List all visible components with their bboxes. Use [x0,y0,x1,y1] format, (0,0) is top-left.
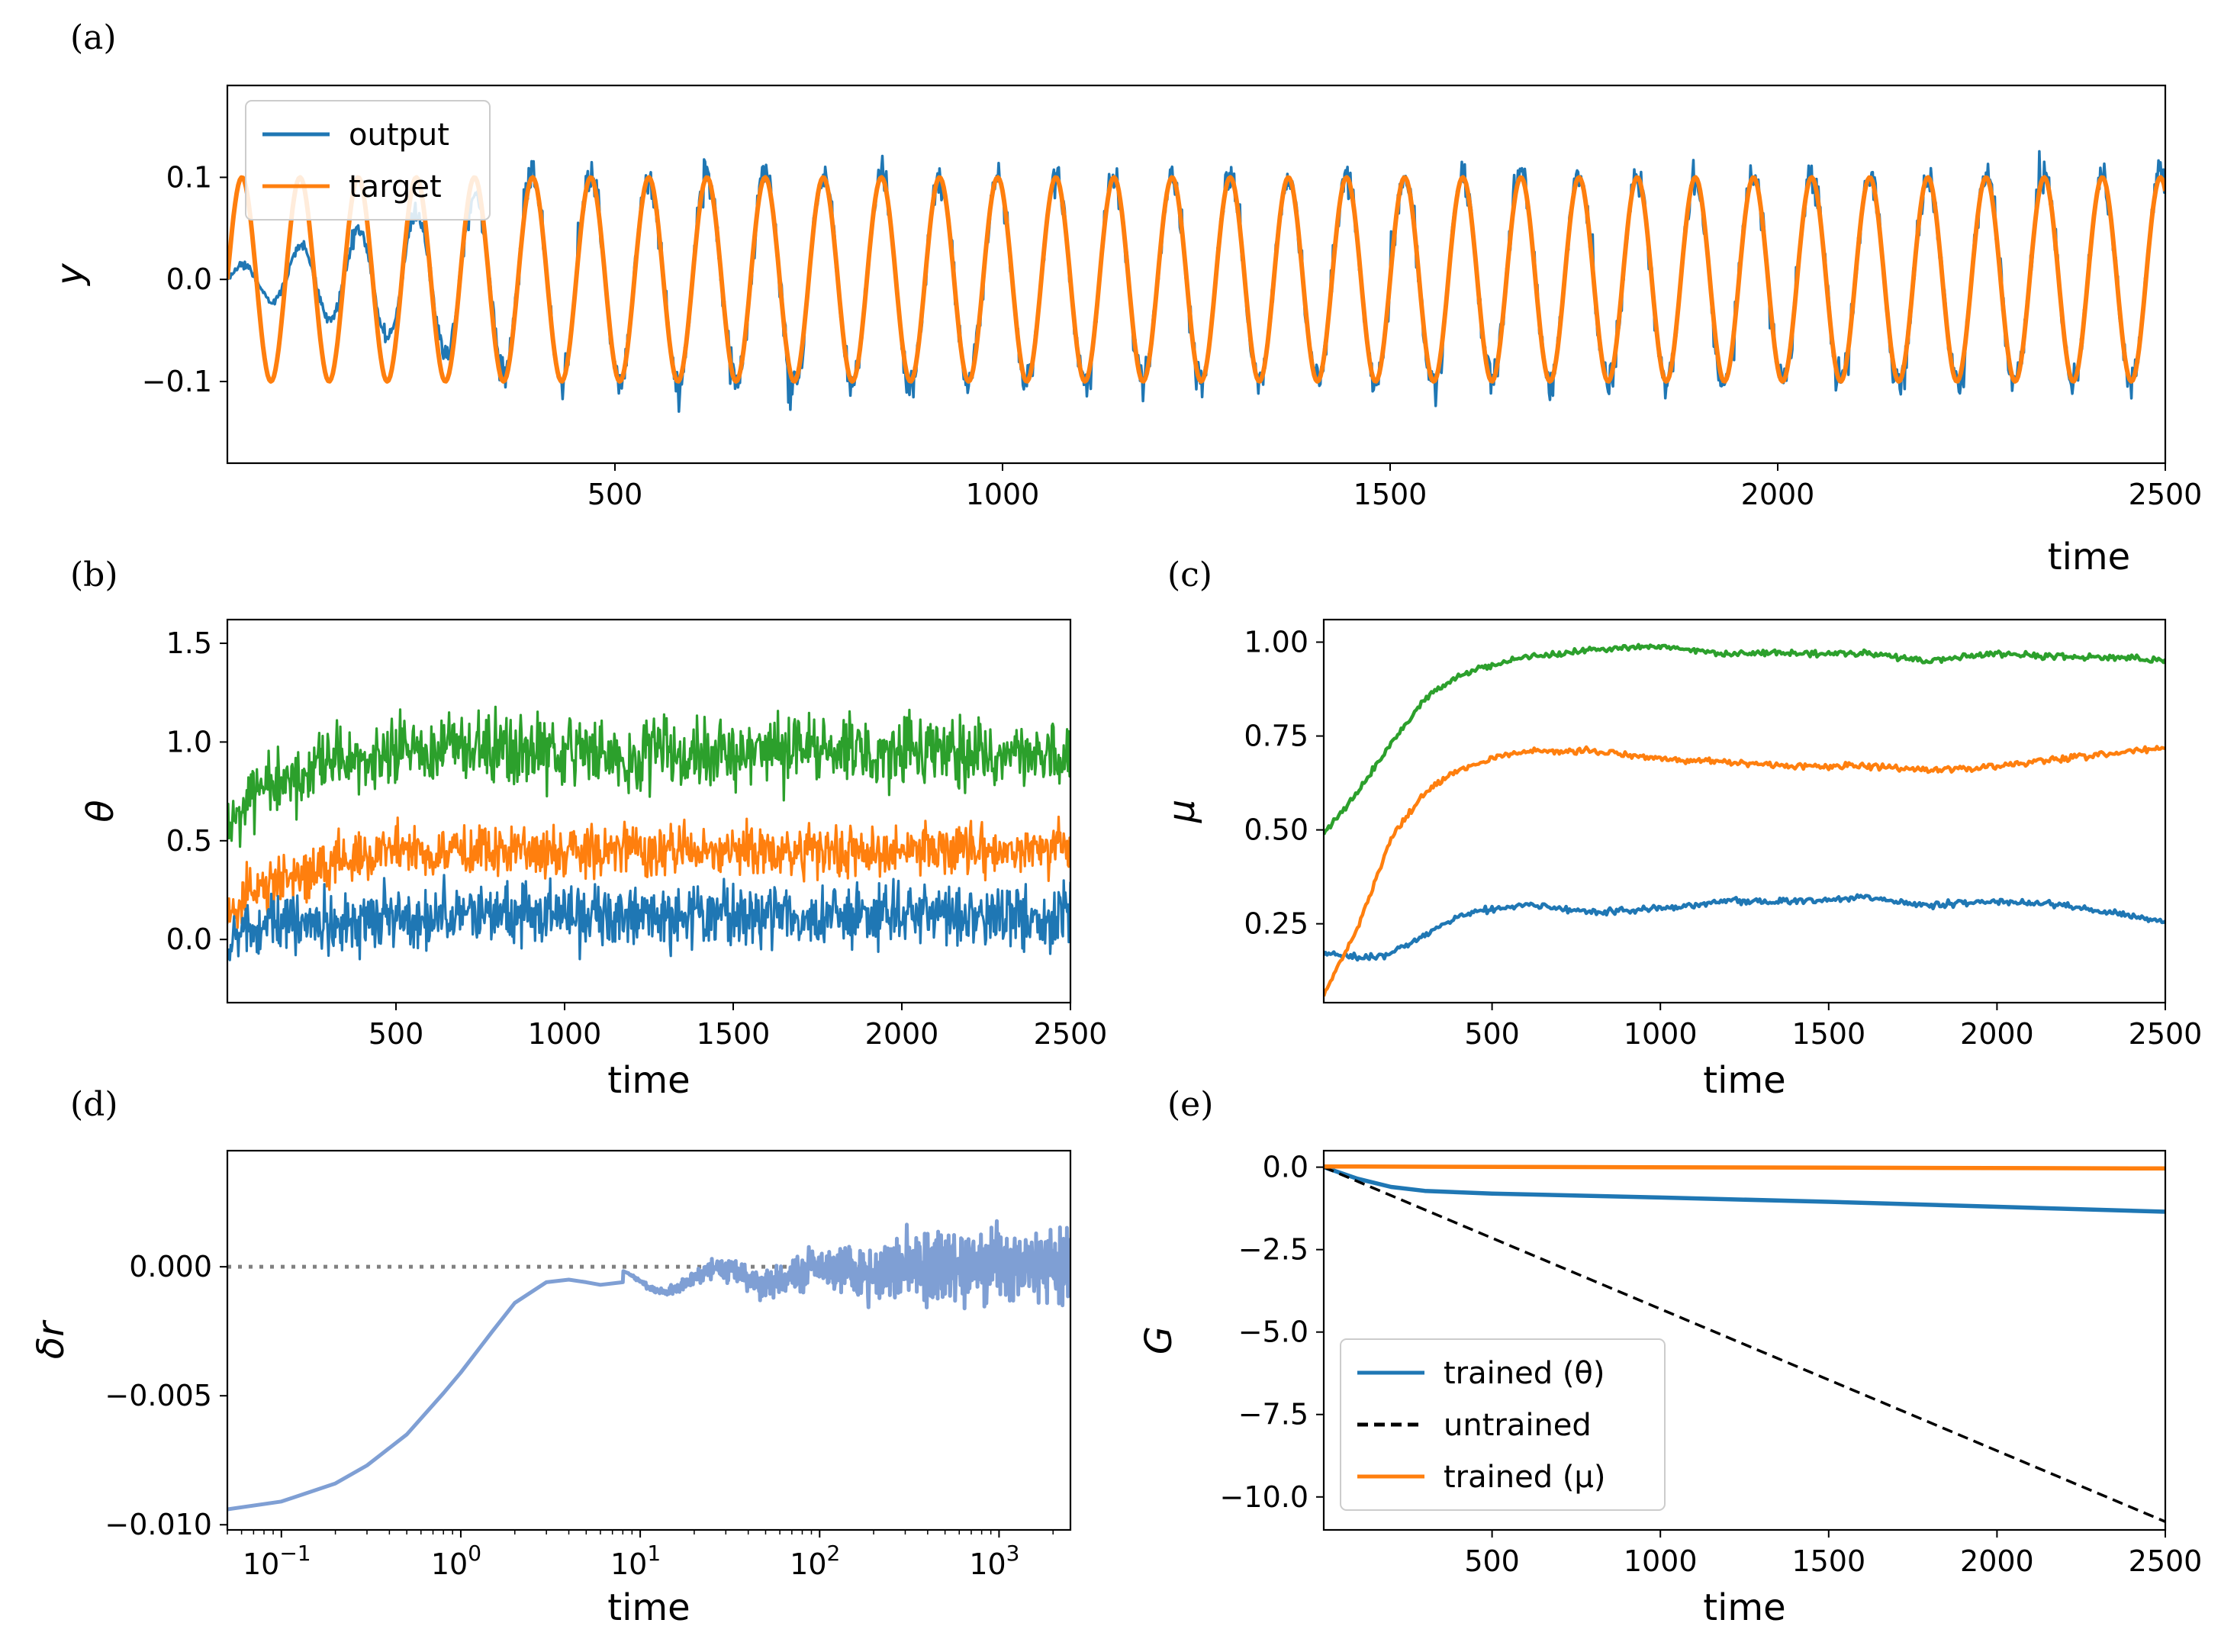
series-line-untrained [1324,1165,2165,1523]
y-tick-label-e: 0.0 [1263,1151,1308,1184]
series-line-mu-3 [1324,642,2165,836]
x-tick-label-e: 1000 [1624,1544,1698,1578]
y-axis-label-d: δr [30,1319,72,1359]
legend-entry: trained (μ) [1444,1460,1605,1495]
plot-area-e [1324,1164,2165,1523]
panel-label-a: (a) [70,18,117,57]
legend-entry: target [349,169,442,204]
plot-area-d [227,1219,1070,1512]
panel-label-e: (e) [1167,1085,1213,1124]
legend-a [245,100,491,221]
series-line-delta-r [227,1219,1070,1512]
legend-entry: output [349,118,449,153]
x-tick-label-e: 1500 [1791,1544,1865,1578]
series-line-target [227,175,2165,384]
y-tick-label-b: 0.5 [166,824,212,858]
plot-frame-a [226,84,2167,465]
x-axis-label-c: time [1703,1059,1785,1102]
y-tick-label-c: 0.75 [1244,720,1308,753]
x-tick-label-d: 101 [610,1541,661,1581]
plot-frame-e [1322,1149,2167,1531]
x-tick-label-d: 103 [969,1541,1019,1581]
x-tick-label-a: 2500 [2129,478,2203,511]
x-tick-label-c: 2000 [1960,1017,2034,1051]
x-axis-label-a: time [2048,536,2130,578]
x-tick-label-d: 102 [790,1541,840,1581]
series-line-theta-3 [227,705,1070,849]
x-tick-label-c: 1500 [1791,1017,1865,1051]
x-tick-label-b: 2500 [1034,1017,1108,1051]
plot-area-a [227,150,2165,414]
y-tick-label-e: −2.5 [1238,1233,1308,1267]
x-axis-label-e: time [1703,1586,1785,1629]
plot-frame-d [226,1149,1072,1531]
series-line-trained-mu [1324,1164,2165,1171]
y-tick-label-a: 0.0 [166,262,212,296]
y-tick-label-d: −0.005 [105,1379,212,1412]
legend-e [1340,1338,1666,1511]
x-tick-label-a: 500 [587,478,643,511]
legend-entry: trained (θ) [1444,1356,1605,1391]
y-axis-label-a: y [49,263,92,287]
x-tick-label-d: 10−1 [243,1541,311,1581]
x-axis-label-d: time [607,1586,690,1629]
x-tick-label-c: 2500 [2129,1017,2203,1051]
x-tick-label-b: 1500 [697,1017,771,1051]
panel-label-c: (c) [1167,555,1212,594]
x-tick-label-c: 500 [1464,1017,1520,1051]
y-tick-label-e: −10.0 [1220,1480,1308,1514]
x-tick-label-d: 100 [431,1541,481,1581]
y-tick-label-b: 0.0 [166,923,212,956]
y-axis-label-e: G [1138,1326,1180,1354]
plot-area-c [1324,642,2165,997]
y-tick-label-c: 0.50 [1244,813,1308,847]
plot-area-b [227,705,1070,961]
series-line-mu-2 [1324,745,2165,997]
x-tick-label-e: 500 [1464,1544,1520,1578]
y-tick-label-e: −7.5 [1238,1398,1308,1431]
y-tick-label-c: 1.00 [1244,626,1308,659]
y-tick-label-b: 1.5 [166,626,212,660]
chart-panel-c: 500 1000 1500 2000 2500 0.25 0.50 0.75 1.00 time μ [1160,618,2203,1102]
y-axis-label-b: θ [79,800,122,822]
series-line-trained-theta [1324,1164,2165,1214]
x-axis-label-b: time [607,1059,690,1102]
series-line-theta-1 [227,874,1070,961]
series-line-mu-1 [1324,893,2165,962]
y-tick-label-e: −5.0 [1238,1315,1308,1349]
y-axis-label-c: μ [1160,800,1203,824]
x-tick-label-e: 2000 [1960,1544,2034,1578]
x-tick-label-a: 2000 [1741,478,1815,511]
x-tick-label-a: 1000 [966,478,1040,511]
chart-panel-d: 10−1 100 101 102 103 −0.010 −0.005 0.000 time δr [30,1149,1072,1629]
y-tick-label-c: 0.25 [1244,907,1308,941]
x-tick-label-b: 1000 [528,1017,602,1051]
legend-entry: untrained [1444,1408,1592,1443]
x-tick-label-e: 2500 [2129,1544,2203,1578]
chart-panel-a: 500 1000 1500 2000 2500 −0.1 0.0 0.1 time y output… [49,84,2203,578]
plot-frame-c [1322,618,2167,1004]
y-tick-label-b: 1.0 [166,725,212,758]
y-tick-label-d: 0.000 [129,1250,212,1283]
y-tick-label-a: −0.1 [142,365,212,398]
plot-frame-b [226,618,1072,1004]
panel-label-d: (d) [70,1085,118,1124]
panel-label-b: (b) [70,555,118,594]
chart-panel-e: 500 1000 1500 2000 2500 0.0 −2.5 −5.0 −7.5 −10.0 t… [1138,1149,2203,1629]
x-tick-label-a: 1500 [1354,478,1428,511]
y-tick-label-a: 0.1 [166,160,212,194]
x-tick-label-c: 1000 [1624,1017,1698,1051]
chart-panel-b: 500 1000 1500 2000 2500 0.0 0.5 1.0 1.5 time θ [79,618,1108,1102]
x-tick-label-b: 500 [369,1017,424,1051]
y-tick-label-d: −0.010 [105,1508,212,1541]
x-tick-label-b: 2000 [865,1017,939,1051]
series-line-theta-2 [227,815,1070,929]
